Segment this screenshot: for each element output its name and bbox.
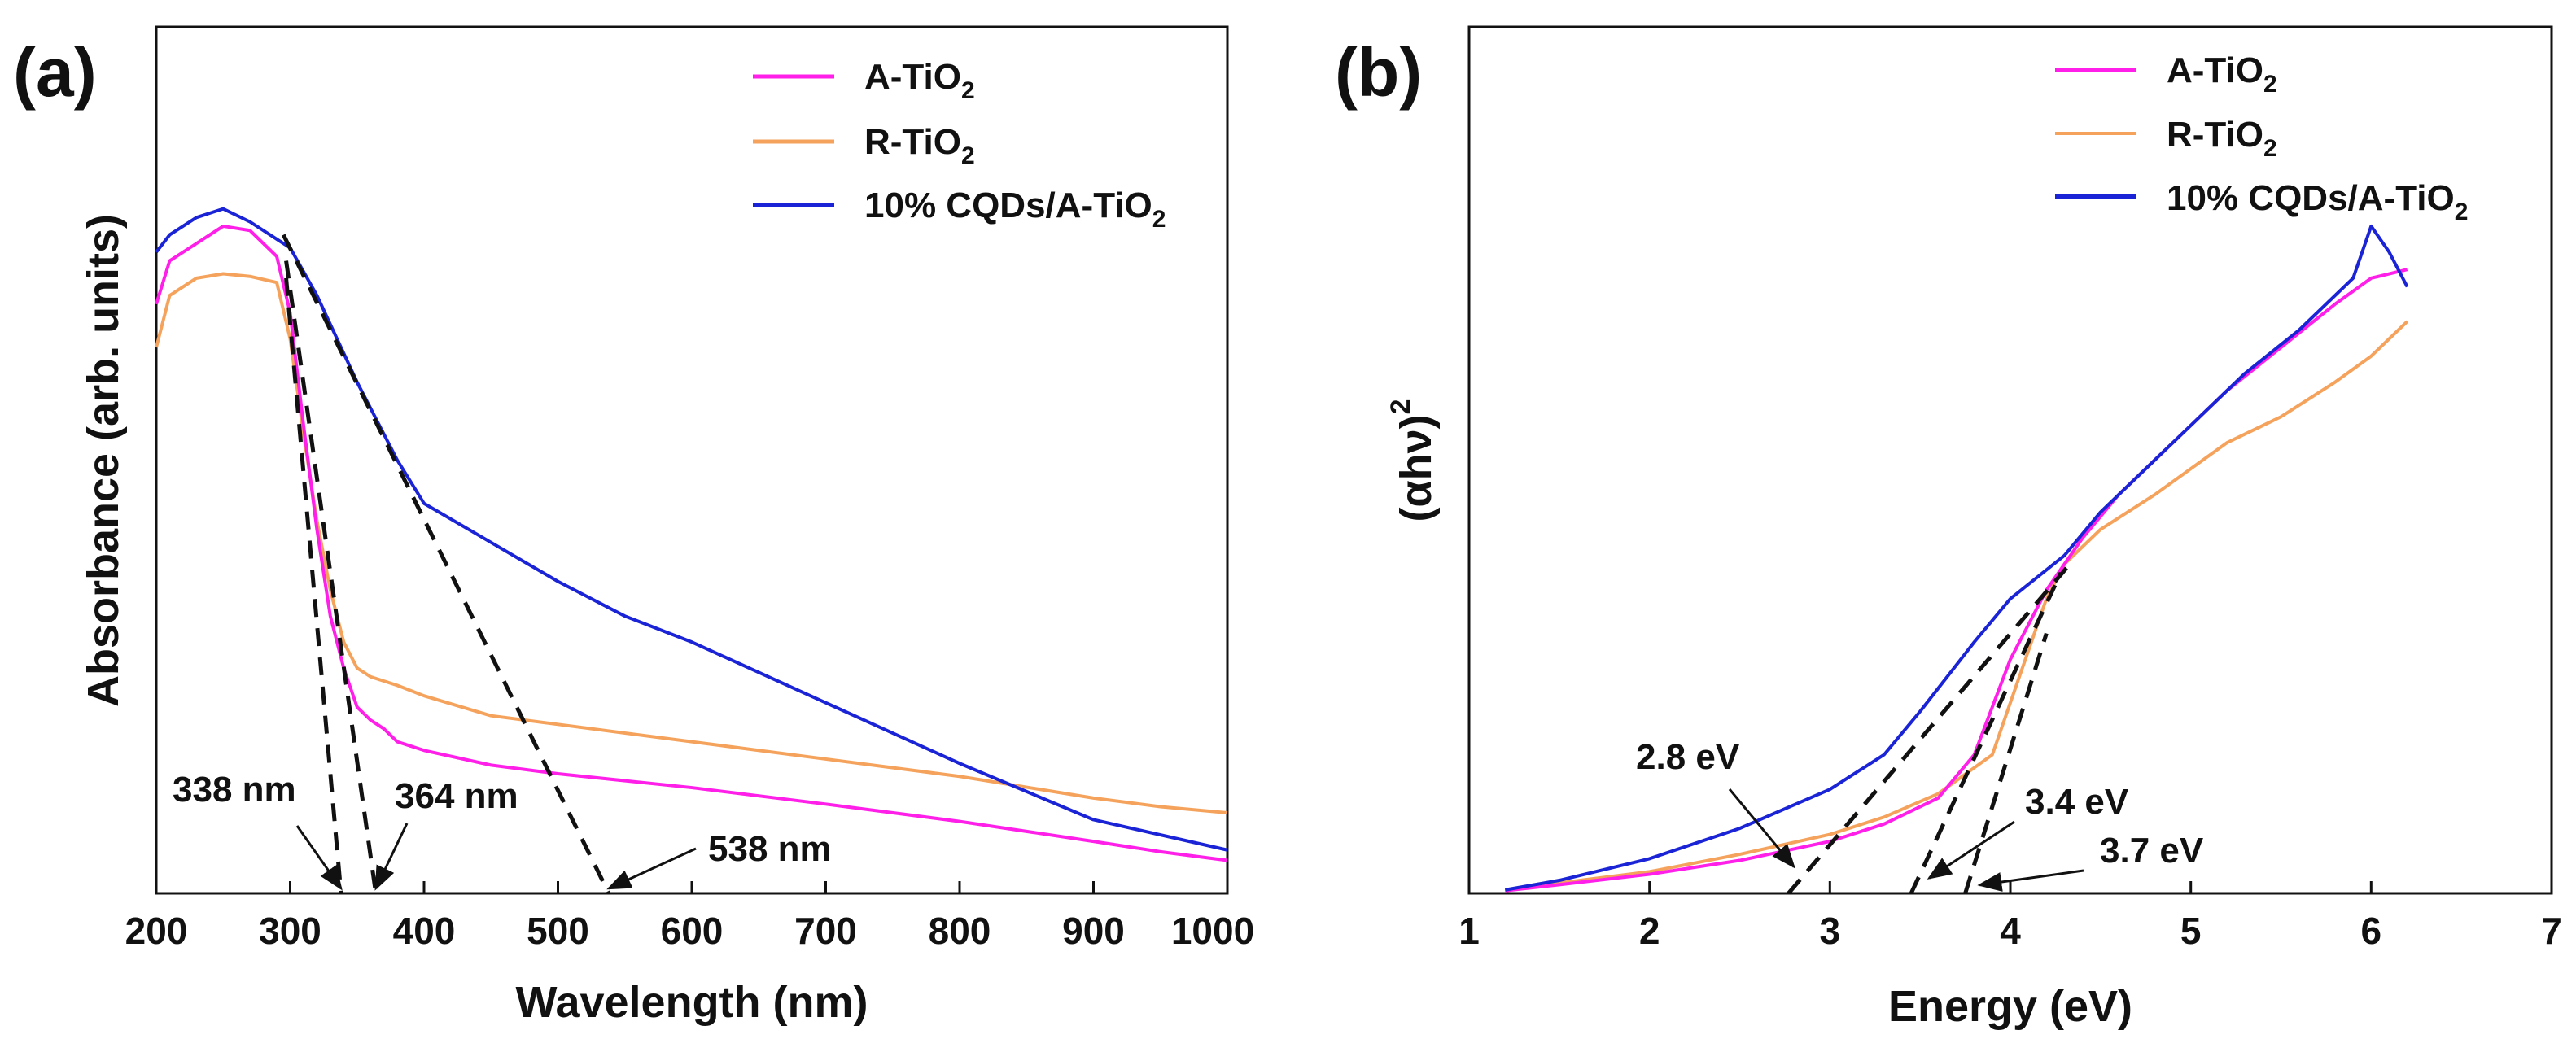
tangent-line-3-4ev (1909, 571, 2063, 895)
tick-labels-b: 1 2 3 4 5 6 7 (1459, 910, 2562, 952)
annotation-338nm: 338 nm (173, 770, 296, 810)
x-tick-label-a-6: 800 (929, 910, 991, 952)
arrow-364nm (374, 823, 409, 891)
legend-label-cqds-a: 10% CQDs/A-TiO2 (864, 186, 1166, 233)
legend-label-a-tio2-a: A-TiO2 (864, 57, 975, 104)
x-tick-label-a-5: 700 (794, 910, 857, 952)
x-tick-label-a-3: 500 (527, 910, 589, 952)
arrow-3-7ev (1977, 869, 2084, 892)
series-line-r-tio2-b (1505, 320, 2409, 893)
series-line-r-tio2-a (155, 272, 1228, 814)
legend-label-r-tio2-a: R-TiO2 (864, 122, 975, 169)
x-tick-label-a-8: 1000 (1171, 910, 1254, 952)
legend-label-r-tio2-b: R-TiO2 (2167, 115, 2277, 162)
annotation-538nm: 538 nm (708, 829, 832, 869)
x-axis-title-a: Wavelength (nm) (515, 978, 868, 1027)
arrow-538nm (606, 847, 697, 890)
x-axis-title-b: Energy (eV) (1888, 982, 2132, 1031)
ticks-b (1467, 881, 2553, 893)
tangent-line-364 (284, 260, 378, 894)
plot-frame-a (155, 25, 1229, 895)
y-axis-title-a: Absorbance (arb. units) (79, 214, 128, 707)
x-tick-label-b-2: 3 (1820, 910, 1841, 952)
series-group-a (155, 207, 1228, 862)
panel-b: (b) 1 2 3 4 5 6 7 Energy (eV) (αhν)2 (1335, 25, 2562, 1031)
y-axis-title-b: (αhν)2 (1385, 399, 1441, 522)
tangent-line-2-8ev (1787, 562, 2072, 895)
series-group-b (1504, 224, 2409, 893)
tick-labels-a: 200 300 400 500 600 700 800 900 1000 (125, 910, 1255, 952)
panel-a: (a) 200 300 400 500 600 700 800 900 1000… (13, 25, 1255, 1027)
series-line-cqds-a (155, 207, 1228, 852)
annotation-3-4ev: 3.4 eV (2025, 782, 2129, 822)
x-tick-label-a-4: 600 (661, 910, 724, 952)
tangent-line-3-7ev (1963, 632, 2049, 894)
annotations-b: 2.8 eV 3.4 eV 3.7 eV (1636, 737, 2204, 892)
legend-label-a-tio2-b: A-TiO2 (2167, 50, 2277, 98)
tangent-line-338 (284, 277, 343, 894)
tangents-a (282, 234, 611, 895)
legend-a: A-TiO2 R-TiO2 10% CQDs/A-TiO2 (753, 57, 1166, 233)
plot-frame-b (1467, 25, 2553, 895)
x-tick-label-b-1: 2 (1639, 910, 1660, 952)
annotations-a: 338 nm 364 nm 538 nm (173, 770, 832, 891)
x-tick-label-b-3: 4 (2000, 910, 2021, 952)
arrow-3-4ev (1927, 820, 2015, 880)
x-tick-label-a-7: 900 (1062, 910, 1125, 952)
x-tick-label-b-4: 5 (2180, 910, 2202, 952)
x-tick-label-b-5: 6 (2361, 910, 2382, 952)
series-line-a-tio2-a (155, 224, 1228, 862)
x-tick-label-b-6: 7 (2541, 910, 2562, 952)
panel-a-letter: (a) (13, 34, 97, 111)
series-line-a-tio2-b (1505, 268, 2408, 893)
legend-label-cqds-b: 10% CQDs/A-TiO2 (2167, 178, 2468, 225)
ticks-a (155, 881, 1229, 893)
panel-b-letter: (b) (1335, 34, 1422, 111)
arrow-338nm (295, 825, 343, 891)
x-tick-label-a-0: 200 (125, 910, 188, 952)
x-tick-label-a-1: 300 (259, 910, 321, 952)
tangents-b (1787, 562, 2072, 895)
legend-b: A-TiO2 R-TiO2 10% CQDs/A-TiO2 (2055, 50, 2468, 225)
x-tick-label-b-0: 1 (1459, 910, 1480, 952)
tangent-line-538 (282, 234, 611, 895)
x-tick-label-a-2: 400 (393, 910, 456, 952)
series-line-cqds-b (1504, 224, 2409, 892)
annotation-3-7ev: 3.7 eV (2100, 831, 2204, 871)
arrow-2-8ev (1728, 788, 1795, 869)
annotation-364nm: 364 nm (395, 776, 518, 816)
annotation-2-8ev: 2.8 eV (1636, 737, 1740, 777)
